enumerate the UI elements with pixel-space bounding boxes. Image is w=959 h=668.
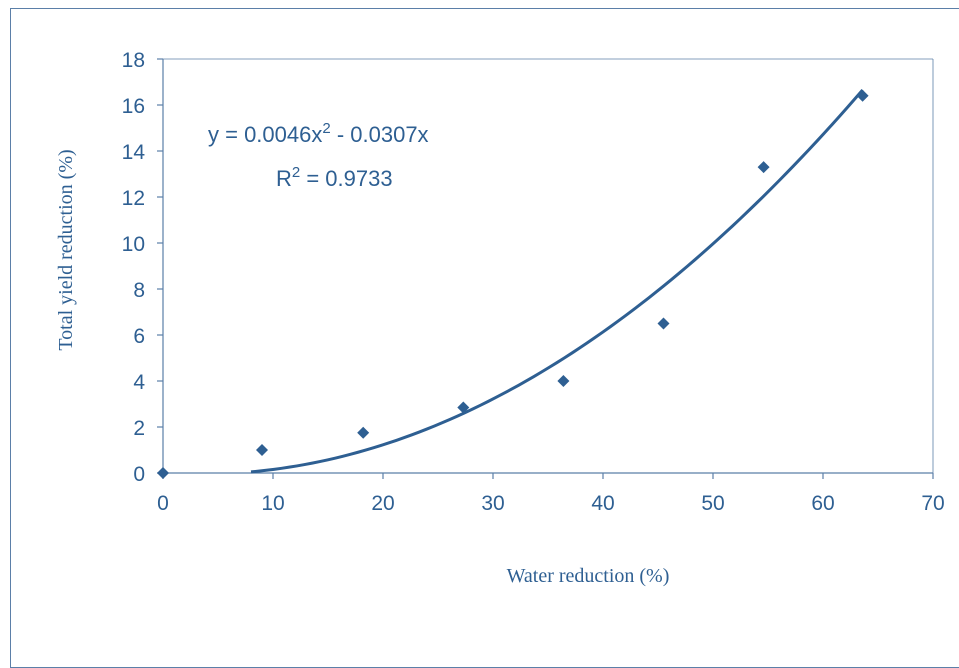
equation-rest: - 0.0307x	[331, 122, 429, 147]
scatter-chart: 0 10 20 30 40 50 60 70 0 2 4 6 8 10 12 14 16 18 Water re…	[55, 49, 945, 587]
y-axis-ticks	[157, 58, 163, 474]
x-axis-tick-labels: 0 10 20 30 40 50 60 70	[157, 492, 945, 515]
y-tick-label: 2	[133, 417, 145, 440]
y-tick-label: 16	[122, 95, 145, 118]
r2-value: = 0.9733	[300, 166, 392, 191]
y-axis-tick-labels: 0 2 4 6 8 10 12 14 16 18	[122, 49, 146, 486]
x-tick-label: 50	[701, 492, 724, 515]
trendline	[250, 88, 864, 474]
x-tick-label: 0	[157, 492, 169, 515]
data-point-marker	[256, 444, 268, 456]
r2-exponent: 2	[292, 164, 300, 181]
y-tick-label: 10	[122, 233, 145, 256]
x-axis-title: Water reduction (%)	[507, 565, 670, 587]
equation-main: y = 0.0046x	[208, 122, 322, 147]
data-markers	[157, 89, 869, 479]
data-point-marker	[657, 317, 670, 330]
y-tick-label: 0	[133, 463, 145, 486]
x-tick-label: 30	[481, 492, 504, 515]
x-tick-label: 10	[261, 492, 284, 515]
chart-frame	[10, 8, 959, 668]
x-tick-label: 70	[921, 492, 944, 515]
data-point-marker	[157, 467, 169, 479]
data-point-marker	[557, 375, 570, 387]
y-tick-label: 8	[133, 279, 145, 302]
y-tick-label: 18	[122, 49, 145, 72]
r2-prefix: R	[276, 166, 292, 191]
y-tick-label: 4	[133, 371, 145, 394]
r-squared-label: R2 = 0.9733	[276, 164, 393, 191]
data-point-marker	[856, 89, 869, 102]
x-axis-ticks	[162, 473, 934, 479]
x-tick-label: 20	[371, 492, 394, 515]
y-axis-title: Total yield reduction (%)	[55, 149, 77, 350]
x-tick-label: 40	[591, 492, 614, 515]
x-tick-label: 60	[811, 492, 834, 515]
y-tick-label: 14	[122, 141, 146, 164]
data-point-marker	[457, 401, 470, 414]
equation-exponent: 2	[322, 120, 330, 137]
trendline-equation: y = 0.0046x2 - 0.0307x	[208, 120, 429, 147]
y-tick-label: 6	[133, 325, 145, 348]
data-point-marker	[357, 426, 370, 439]
data-point-marker	[757, 161, 770, 174]
y-tick-label: 12	[122, 187, 145, 210]
